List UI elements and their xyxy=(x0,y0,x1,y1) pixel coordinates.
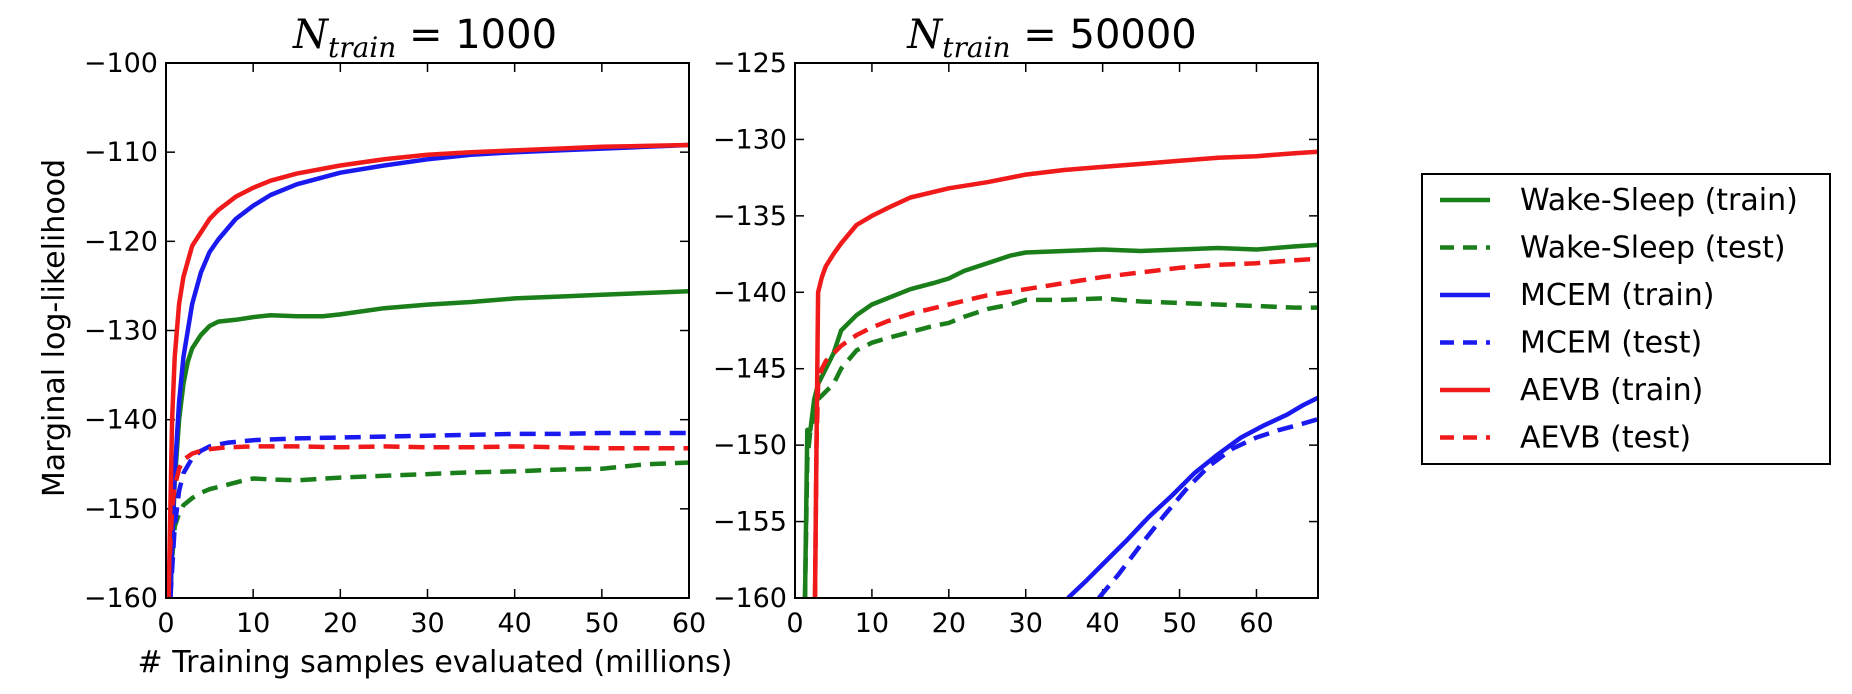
series-line-mcem-test xyxy=(1097,417,1318,598)
series-line-mcem-test xyxy=(168,430,689,598)
y-tick-label: −160 xyxy=(713,583,787,614)
legend-label-wake-sleep-train: Wake-Sleep (train) xyxy=(1520,183,1798,218)
chart-title-subscript: train xyxy=(942,31,1010,64)
x-tick-label: 30 xyxy=(410,608,444,639)
x-tick-label: 50 xyxy=(1162,608,1196,639)
series-line-aevb-train xyxy=(812,149,1318,598)
y-tick-label: −150 xyxy=(713,430,787,461)
series-line-wake-sleep-test xyxy=(802,296,1318,598)
x-tick-label: 20 xyxy=(932,608,966,639)
axes-frame-n1000 xyxy=(165,62,690,599)
y-tick-label: −130 xyxy=(713,124,787,155)
chart-title-n1000: Ntrain = 1000 xyxy=(292,12,557,64)
y-tick-label: −145 xyxy=(713,354,787,385)
y-tick-label: −110 xyxy=(84,137,158,168)
series-line-wake-sleep-test xyxy=(168,460,689,581)
series-line-aevb-test xyxy=(166,444,689,581)
legend-label-mcem-train: MCEM (train) xyxy=(1520,278,1714,313)
series-line-mcem-train xyxy=(1066,395,1318,598)
chart-title-var: N xyxy=(292,12,330,58)
x-tick-label: 60 xyxy=(672,608,706,639)
chart-title-var: N xyxy=(906,12,944,58)
chart-title-rest: = 1000 xyxy=(396,12,557,58)
y-axis-label: Marginal log-likelihood xyxy=(37,159,72,497)
chart-panel-n1000: Ntrain = 1000 0 10 20 30 40 50 60 −160 −150 −140 −… xyxy=(84,12,706,639)
series-lines-n1000 xyxy=(166,142,689,598)
ticks-n1000: 0 10 20 30 40 50 60 −160 −150 −140 −130 −120 −110 −10… xyxy=(84,48,706,639)
y-tick-label: −120 xyxy=(84,226,158,257)
axes-frame-n50000 xyxy=(794,62,1319,599)
series-lines-n50000 xyxy=(802,149,1318,598)
series-line-wake-sleep-train xyxy=(168,289,689,598)
ticks-n50000: 0 10 20 30 40 50 60 −160 −155 −150 −145 −140 −135 −13… xyxy=(713,48,1318,639)
x-tick-label: 10 xyxy=(855,608,889,639)
legend: Wake-Sleep (train) Wake-Sleep (test) MCEM … xyxy=(1421,173,1831,465)
chart-panel-n50000: Ntrain = 50000 0 10 20 30 40 50 60 −160 −155 −150… xyxy=(713,12,1319,639)
y-tick-label: −125 xyxy=(713,48,787,79)
x-tick-label: 30 xyxy=(1009,608,1043,639)
legend-label-aevb-test: AEVB (test) xyxy=(1520,421,1691,456)
x-tick-label: 50 xyxy=(585,608,619,639)
series-line-mcem-train xyxy=(168,142,689,598)
x-tick-label: 40 xyxy=(497,608,531,639)
legend-entries: Wake-Sleep (train) Wake-Sleep (test) MCEM … xyxy=(1440,183,1798,456)
x-tick-label: 20 xyxy=(323,608,357,639)
y-tick-label: −100 xyxy=(84,48,158,79)
y-tick-label: −140 xyxy=(84,405,158,436)
x-axis-label: # Training samples evaluated (millions) xyxy=(138,645,733,680)
x-tick-label: 0 xyxy=(157,608,174,639)
series-line-aevb-test xyxy=(812,256,1318,598)
legend-label-mcem-test: MCEM (test) xyxy=(1520,326,1702,361)
x-tick-label: 60 xyxy=(1239,608,1273,639)
y-tick-label: −135 xyxy=(713,201,787,232)
x-tick-label: 0 xyxy=(786,608,803,639)
chart-title-n50000: Ntrain = 50000 xyxy=(906,12,1197,64)
x-tick-label: 10 xyxy=(236,608,270,639)
chart-title-rest: = 50000 xyxy=(1011,12,1197,58)
series-line-aevb-train xyxy=(166,142,689,598)
legend-label-wake-sleep-test: Wake-Sleep (test) xyxy=(1520,231,1786,266)
y-tick-label: −140 xyxy=(713,277,787,308)
y-tick-label: −160 xyxy=(84,583,158,614)
x-tick-label: 40 xyxy=(1085,608,1119,639)
chart-title-subscript: train xyxy=(328,31,396,64)
legend-box xyxy=(1421,173,1831,465)
legend-label-aevb-train: AEVB (train) xyxy=(1520,373,1703,408)
y-tick-label: −155 xyxy=(713,507,787,538)
y-tick-label: −130 xyxy=(84,316,158,347)
y-tick-label: −150 xyxy=(84,494,158,525)
